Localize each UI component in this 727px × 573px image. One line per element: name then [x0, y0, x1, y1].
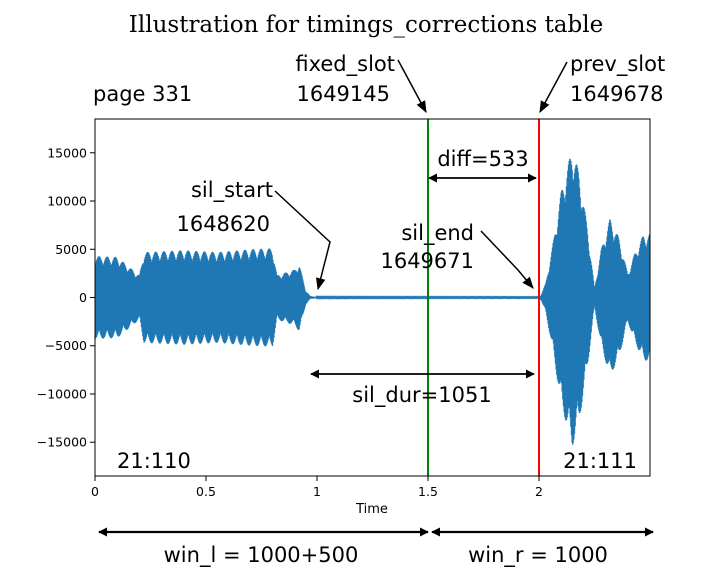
win-left-label: win_l = 1000+500 [164, 543, 359, 568]
y-tick-label: −10000 [37, 386, 87, 401]
sil-start-label: sil_start [191, 178, 273, 203]
y-tick-label: 0 [79, 290, 87, 305]
sil-start-value: 1648620 [176, 212, 270, 236]
x-tick-label: 2 [535, 484, 543, 499]
y-tick-label: 10000 [47, 194, 87, 209]
fixed-slot-arrow [397, 59, 427, 114]
y-axis: 15000 10000 5000 0 −5000 −10000 −15000 [37, 145, 95, 450]
segment-left-label: 21:110 [117, 449, 191, 473]
x-axis: 0 0.5 1 1.5 2 [91, 476, 543, 499]
prev-slot-arrow [539, 61, 568, 114]
sil-start-arrow [274, 190, 331, 291]
y-tick-label: −15000 [37, 435, 87, 450]
y-tick-label: 15000 [47, 145, 87, 160]
sil-end-value: 1649671 [380, 249, 474, 273]
y-tick-label: −5000 [45, 338, 87, 353]
fixed-slot-value: 1649145 [296, 82, 390, 106]
sil-dur-label: sil_dur=1051 [352, 383, 491, 408]
x-axis-label: Time [355, 502, 388, 517]
chart-title: Illustration for timings_corrections tab… [129, 12, 603, 38]
page-label: page 331 [93, 82, 192, 106]
win-right-label: win_r = 1000 [468, 543, 608, 568]
x-tick-label: 0.5 [196, 484, 216, 499]
waveform-series [95, 158, 650, 446]
x-tick-label: 1.5 [418, 484, 438, 499]
segment-right-label: 21:111 [563, 449, 637, 473]
y-tick-label: 5000 [55, 242, 87, 257]
sil-end-label: sil_end [401, 221, 474, 246]
x-tick-label: 1 [313, 484, 321, 499]
x-tick-label: 0 [91, 484, 99, 499]
sil-end-arrow [480, 230, 534, 289]
prev-slot-label: prev_slot [570, 52, 665, 77]
prev-slot-value: 1649678 [570, 82, 664, 106]
diff-label: diff=533 [437, 147, 528, 171]
fixed-slot-label: fixed_slot [295, 52, 395, 77]
